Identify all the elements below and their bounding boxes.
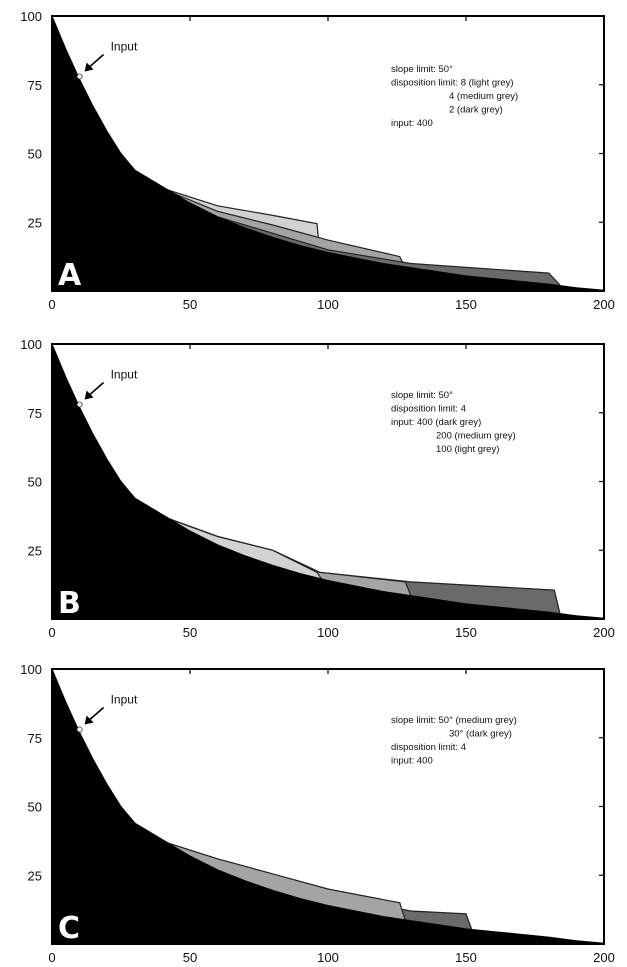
terrain-profile — [51, 343, 605, 620]
x-tick-label: 150 — [455, 297, 477, 312]
chart-panel-B: 0 50 100 150 200 25 50 75 100 Input slope limit: 5… — [20, 337, 615, 640]
chart-panel-A: 0 50 100 150 200 25 50 75 100 Input slope limit: 5… — [20, 9, 615, 312]
terrain-profile — [51, 15, 605, 292]
panel-letter: A — [58, 258, 82, 293]
x-tick-label: 0 — [48, 297, 55, 312]
panel-letter: B — [58, 586, 81, 621]
x-tick-label: 150 — [455, 625, 477, 640]
annotation-line: 2 (dark grey) — [449, 105, 503, 116]
input-point — [76, 401, 83, 408]
y-tick-label: 75 — [28, 406, 42, 421]
x-tick-label: 150 — [455, 950, 477, 965]
annotation-line: slope limit: 50° — [391, 64, 453, 75]
input-arrow-head — [84, 715, 94, 725]
y-tick-label: 25 — [28, 868, 42, 883]
x-tick-label: 200 — [593, 625, 615, 640]
panel-letter: C — [58, 911, 80, 946]
x-tick-label: 100 — [317, 950, 339, 965]
annotation-line: disposition limit: 8 (light grey) — [391, 78, 514, 89]
annotation-line: slope limit: 50° (medium grey) — [391, 715, 517, 726]
annotation-line: slope limit: 50° — [391, 390, 453, 401]
y-tick-label: 25 — [28, 215, 42, 230]
input-arrow-head — [84, 62, 94, 72]
annotation-line: 200 (medium grey) — [436, 431, 516, 442]
input-label: Input — [111, 368, 138, 382]
annotation-line: disposition limit: 4 — [391, 404, 466, 415]
terrain-profile — [51, 668, 605, 945]
y-tick-label: 100 — [20, 9, 42, 24]
annotation-line: 30° (dark grey) — [449, 729, 512, 740]
chart-panel-C: 0 50 100 150 200 25 50 75 100 Input slope limit: 5… — [20, 662, 615, 965]
y-tick-label: 50 — [28, 475, 42, 490]
y-tick-label: 50 — [28, 147, 42, 162]
y-tick-label: 75 — [28, 78, 42, 93]
input-point — [76, 73, 83, 80]
x-tick-label: 200 — [593, 297, 615, 312]
y-tick-label: 75 — [28, 731, 42, 746]
x-tick-label: 50 — [183, 297, 197, 312]
x-tick-label: 0 — [48, 625, 55, 640]
input-arrow-head — [84, 390, 94, 400]
y-tick-label: 100 — [20, 337, 42, 352]
input-label: Input — [111, 40, 138, 54]
annotation-line: disposition limit: 4 — [391, 742, 466, 753]
annotation-line: input: 400 — [391, 756, 433, 767]
x-tick-label: 200 — [593, 950, 615, 965]
y-tick-label: 100 — [20, 662, 42, 677]
annotation-line: input: 400 (dark grey) — [391, 417, 481, 428]
x-tick-label: 50 — [183, 625, 197, 640]
y-tick-label: 25 — [28, 543, 42, 558]
input-point — [76, 726, 83, 733]
y-tick-label: 50 — [28, 800, 42, 815]
x-tick-label: 50 — [183, 950, 197, 965]
annotation-line: 4 (medium grey) — [449, 91, 518, 102]
x-tick-label: 100 — [317, 625, 339, 640]
x-tick-label: 0 — [48, 950, 55, 965]
annotation-line: 100 (light grey) — [436, 444, 499, 455]
x-tick-label: 100 — [317, 297, 339, 312]
input-arrow-shaft — [87, 381, 105, 398]
input-label: Input — [111, 693, 138, 707]
annotation-line: input: 400 — [391, 118, 433, 129]
